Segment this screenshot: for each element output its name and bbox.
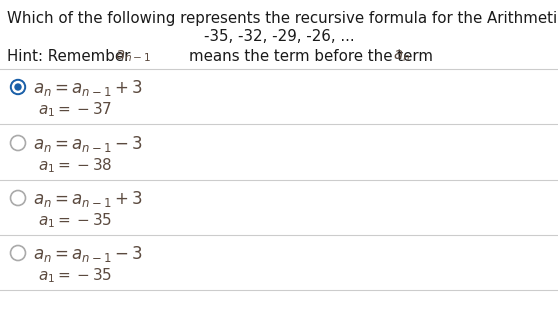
Text: Hint: Remember: Hint: Remember: [7, 49, 135, 64]
Circle shape: [15, 84, 21, 90]
Circle shape: [12, 81, 23, 93]
Text: Which of the following represents the recursive formula for the Arithmetic Seque: Which of the following represents the re…: [7, 11, 558, 26]
Text: $a_1 = -38$: $a_1 = -38$: [38, 156, 112, 175]
Text: means the term before the term: means the term before the term: [170, 49, 437, 64]
Text: $a_1 = -35$: $a_1 = -35$: [38, 211, 112, 230]
Text: -35, -32, -29, -26, ...: -35, -32, -29, -26, ...: [204, 29, 354, 44]
Text: $a_n$: $a_n$: [393, 48, 410, 64]
Text: $a_n = a_{n-1} - 3$: $a_n = a_{n-1} - 3$: [33, 134, 143, 154]
Text: $a_1 = -35$: $a_1 = -35$: [38, 266, 112, 285]
Text: $a_{n-1}$: $a_{n-1}$: [115, 48, 151, 64]
Text: $a_n = a_{n-1} + 3$: $a_n = a_{n-1} + 3$: [33, 189, 143, 209]
Circle shape: [11, 79, 26, 95]
Text: $a_n = a_{n-1} + 3$: $a_n = a_{n-1} + 3$: [33, 78, 143, 98]
Text: $a_1 = -37$: $a_1 = -37$: [38, 100, 112, 119]
Text: $a_n = a_{n-1} - 3$: $a_n = a_{n-1} - 3$: [33, 244, 143, 264]
